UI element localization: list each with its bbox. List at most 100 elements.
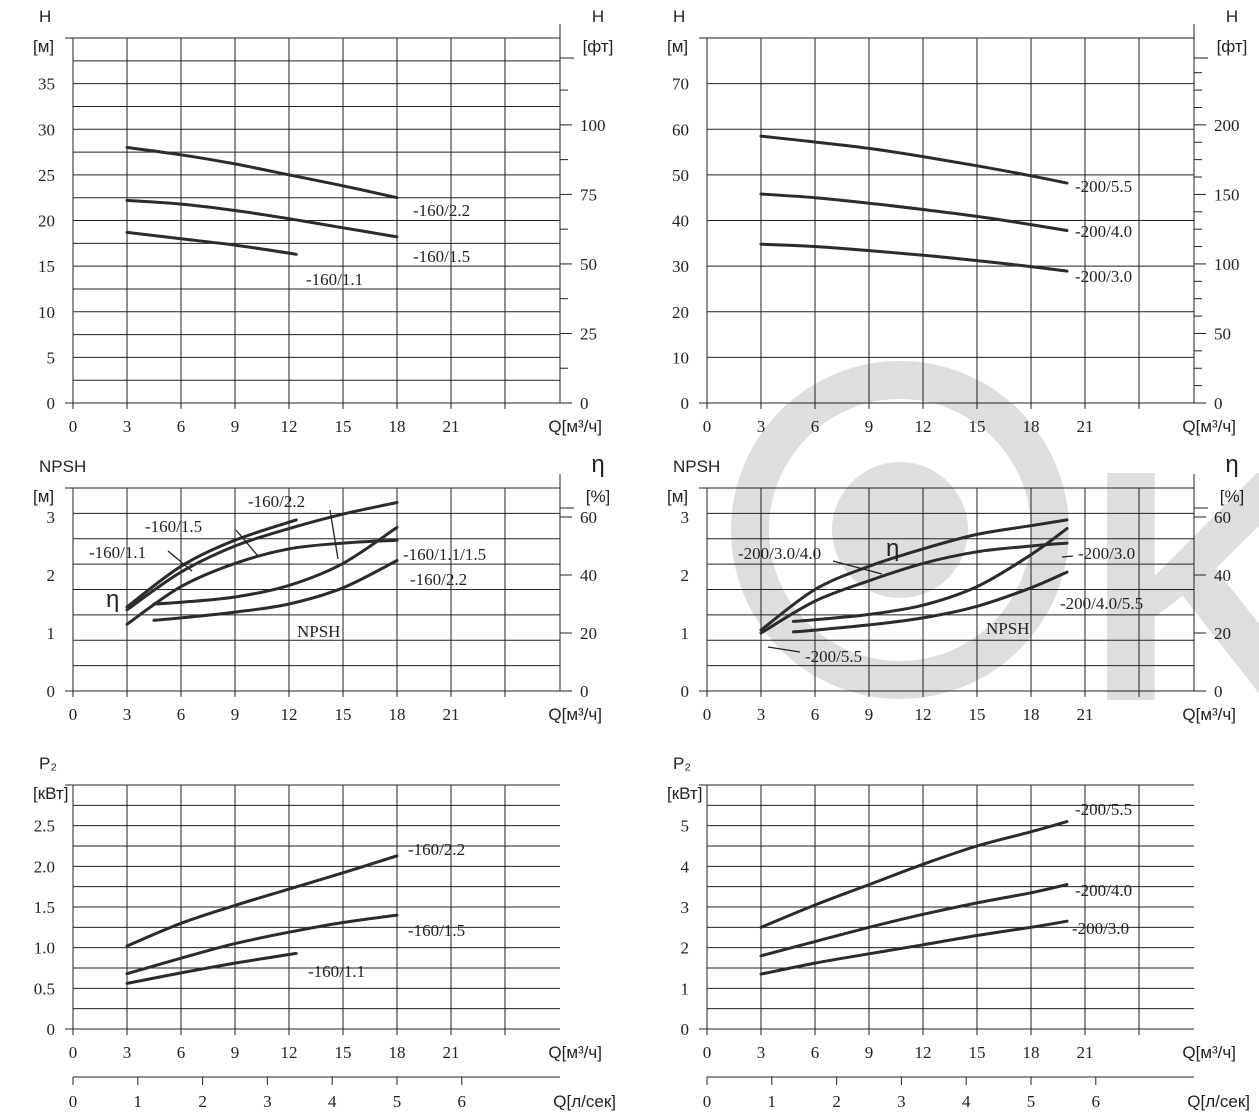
y-tick-label: 2.5 <box>34 817 55 836</box>
series-label: -200/3.0 <box>1078 544 1135 563</box>
series-label: -200/5.5 <box>1075 800 1132 819</box>
x2-tick-label: 0 <box>703 1092 712 1111</box>
x2-tick-label: 5 <box>1027 1092 1036 1111</box>
series-label: -160/2.2 <box>408 840 465 859</box>
x-tick-label: 15 <box>969 705 986 724</box>
series-label: -160/1.1/1.5 <box>403 545 486 564</box>
y-axis-unit: [м] <box>667 487 688 506</box>
curve-1-2 <box>759 242 1069 273</box>
grid-npsh-200 <box>699 474 1208 697</box>
x2-tick-label: 2 <box>198 1092 207 1111</box>
chart-grids <box>65 24 1208 1085</box>
y-axis-title: NPSH <box>39 457 86 476</box>
x-tick-label: 15 <box>969 417 986 436</box>
y-tick-label: 50 <box>672 166 689 185</box>
y-tick-label: 20 <box>672 303 689 322</box>
x-tick-label: 0 <box>703 705 712 724</box>
curve-2-3 <box>152 525 399 606</box>
x-axis-title: Q[м³/ч] <box>548 417 602 436</box>
x-tick-label: 18 <box>389 417 406 436</box>
y-tick-label: 1 <box>681 979 690 998</box>
curve-3-1 <box>759 541 1069 635</box>
curve-5-0 <box>759 820 1069 929</box>
curve-3-2 <box>791 527 1069 623</box>
y-tick-label: 1.0 <box>34 939 55 958</box>
curve-4-0 <box>125 854 399 948</box>
y-axis-unit: [м] <box>667 37 688 56</box>
grid-power-160 <box>65 784 560 1085</box>
y-tick-label: 2 <box>681 939 690 958</box>
labels-head-200: 0 3 6 9 12 15 18 21 0 10 20 30 40 50 60 70 H [м] Q[м³/ч] H [… <box>667 7 1247 436</box>
y2-tick-label: 100 <box>580 116 606 135</box>
y2-tick-label: 40 <box>1214 566 1231 585</box>
y-tick-label: 5 <box>47 348 56 367</box>
x-tick-label: 21 <box>1077 1043 1094 1062</box>
y2-tick-label: 0 <box>1214 394 1223 413</box>
x-tick-label: 18 <box>1023 1043 1040 1062</box>
curve-5-1 <box>759 883 1069 958</box>
series-label: -200/4.0 <box>1075 222 1132 241</box>
curve-2-1 <box>125 501 399 612</box>
y2-axis-unit: [%] <box>586 487 611 506</box>
curve-0-0 <box>125 146 399 200</box>
series-label: -160/1.1 <box>308 962 365 981</box>
y-tick-label: 1.5 <box>34 898 55 917</box>
x-axis-title: Q[м³/ч] <box>548 705 602 724</box>
y-tick-label: 2.0 <box>34 857 55 876</box>
y2-tick-label: 25 <box>580 324 597 343</box>
x-tick-label: 18 <box>389 1043 406 1062</box>
x2-tick-label: 1 <box>768 1092 777 1111</box>
npsh-marker: NPSH <box>297 622 340 641</box>
x-axis-title: Q[м³/ч] <box>1182 1043 1236 1062</box>
x2-tick-label: 0 <box>69 1092 78 1111</box>
x2-tick-label: 6 <box>1092 1092 1101 1111</box>
y-tick-label: 0 <box>681 394 690 413</box>
y2-tick-label: 50 <box>1214 324 1231 343</box>
y-tick-label: 1 <box>681 624 690 643</box>
series-label: -200/4.0 <box>1075 881 1132 900</box>
y2-tick-label: 0 <box>580 682 589 701</box>
x-tick-label: 9 <box>865 417 874 436</box>
chart-texts: 0 3 6 9 12 15 18 2105101520253035H[м]Q[м³/ч]H[ф… <box>33 7 1250 1111</box>
x-tick-label: 0 <box>703 1043 712 1062</box>
y2-axis-unit: [фт] <box>583 37 614 56</box>
x-tick-label: 0 <box>703 417 712 436</box>
y2-axis-title: H <box>592 7 604 26</box>
eta-marker: η <box>106 586 119 613</box>
x-tick-label: 6 <box>177 705 186 724</box>
y2-tick-label: 60 <box>1214 508 1231 527</box>
y2-tick-label: 20 <box>1214 624 1231 643</box>
y2-axis-title: H <box>1226 7 1238 26</box>
y-tick-label: 5 <box>681 817 690 836</box>
y2-axis-title: η <box>1225 451 1238 478</box>
series-label: -160/2.2 <box>248 492 305 511</box>
y-tick-label: 1 <box>47 624 56 643</box>
series-label: -160/1.5 <box>413 247 470 266</box>
curve-3-0 <box>759 518 1069 632</box>
y-tick-label: 40 <box>672 212 689 231</box>
x2-tick-label: 4 <box>328 1092 337 1111</box>
y-axis-title: P₂ <box>673 754 691 773</box>
leader-line <box>832 560 883 575</box>
series-label: -160/1.1 <box>89 543 146 562</box>
y-tick-label: 3 <box>681 898 690 917</box>
x2-axis-title: Q[л/сек] <box>1187 1092 1250 1111</box>
y-tick-label: 70 <box>672 75 689 94</box>
x2-tick-label: 5 <box>393 1092 402 1111</box>
labels-npsh-200: 0 3 6 9 12 15 18 210123NPSH[м]Q[м³/ч]η[%]020406… <box>667 451 1244 724</box>
y2-axis-unit: [%] <box>1220 487 1245 506</box>
curve-2-4 <box>152 559 399 622</box>
y-tick-label: 0 <box>47 1020 56 1039</box>
x-tick-label: 3 <box>757 705 766 724</box>
y2-tick-label: 150 <box>1214 185 1240 204</box>
series-label: -200/3.0 <box>1072 919 1129 938</box>
leader-line <box>329 509 339 560</box>
watermark-letter: K <box>1085 401 1259 770</box>
series-label: -200/5.5 <box>805 647 862 666</box>
curve-0-2 <box>125 230 298 256</box>
y-tick-label: 2 <box>681 566 690 585</box>
y-tick-label: 0 <box>681 682 690 701</box>
x-tick-label: 12 <box>915 417 932 436</box>
y-tick-label: 60 <box>672 120 689 139</box>
chart-curves <box>125 134 1069 985</box>
